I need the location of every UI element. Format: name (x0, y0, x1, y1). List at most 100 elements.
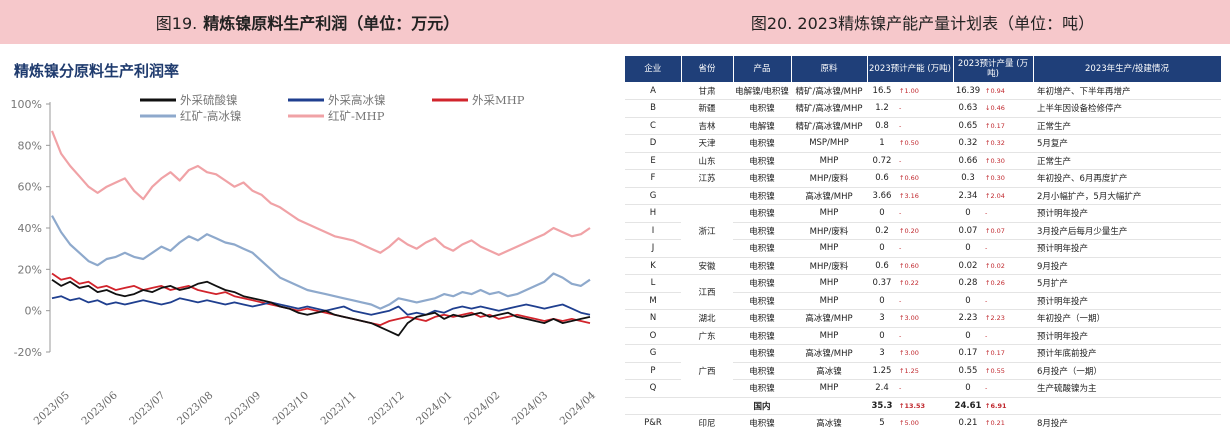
product-cell: 电积镍 (733, 222, 791, 240)
output-change-cell: - (983, 239, 1033, 258)
table-header-row: 企业 省份 产品 原料 2023预计产能 (万吨) 2023预计产量 (万吨) … (625, 56, 1222, 82)
province-cell: 吉林 (681, 117, 733, 135)
status-cell (1033, 397, 1221, 415)
capacity-cell: 1.2 (867, 99, 897, 118)
province-cell: 新疆 (681, 99, 733, 118)
material-cell: 高冰镍/MHP (791, 309, 867, 328)
product-cell: 电积镍 (733, 292, 791, 310)
output-change-cell: ↑0.07 (983, 222, 1033, 240)
capacity-cell: 0.6 (867, 257, 897, 275)
capacity-change-cell: ↑1.00 (897, 82, 953, 100)
status-cell: 年初增产、下半年再增产 (1033, 82, 1221, 100)
material-cell: 高冰镍/MHP (791, 344, 867, 363)
capacity-table-panel: 企业 省份 产品 原料 2023预计产能 (万吨) 2023预计产量 (万吨) … (615, 44, 1230, 430)
profit-line-chart: 100%80%60%40%20%0%-20%2023/05 2023/06 2023… (11, 93, 599, 427)
legend-label: 红矿-MHP (328, 109, 385, 123)
series-line (51, 278, 591, 337)
capacity-change-cell: ↑0.60 (897, 169, 953, 188)
x-tick-label: 2023/12 (366, 389, 406, 427)
capacity-cell: 0.8 (867, 117, 897, 135)
company-cell: H (625, 204, 681, 223)
output-cell: 0.3 (953, 169, 983, 188)
province-cell: 安徽 (681, 257, 733, 275)
x-tick-label: 2023/09 (223, 389, 263, 427)
table-row: H 浙江 电积镍 MHP 0-0- 预计明年投产 (625, 204, 1221, 258)
output-cell: 0.07 (953, 222, 983, 240)
output-change-cell: ↑0.17 (983, 117, 1033, 135)
capacity-cell: 0 (867, 204, 897, 223)
company-cell: A (625, 82, 681, 100)
table-body: A 甘肃 电解镍/电积镍 精矿/高冰镍/MHP 16.5 ↑1.00 16.39 ↑0.94 年… (625, 82, 1221, 430)
capacity-change-cell: ↑3.00 (897, 309, 953, 328)
product-cell: 电积镍 (733, 274, 791, 293)
capacity-change-cell: - (897, 379, 953, 398)
status-cell: 预计明年投产 (1033, 239, 1221, 258)
capacity-cell: 0 (867, 327, 897, 345)
capacity-change-cell: ↑13.53 (897, 397, 953, 415)
y-tick-label: 40% (18, 222, 42, 235)
table-row: B 新疆 电积镍 精矿/高冰镍/MHP 1.2-0.63 ↓0.46 上半年因设备检修停产 (625, 99, 1221, 118)
output-cell: 24.61 (953, 397, 983, 415)
product-cell: 电积镍 (733, 187, 791, 205)
output-cell: 16.39 (953, 82, 983, 100)
province-cell: 广东 (681, 327, 733, 345)
x-tick-label: 2024/01 (414, 389, 454, 427)
company-cell: G (625, 344, 681, 363)
province-cell: 天津 (681, 134, 733, 153)
output-cell: 0.17 (953, 344, 983, 363)
material-cell: MHP (791, 379, 867, 398)
company-cell: G (625, 187, 681, 205)
x-tick-label: 2024/04 (558, 389, 599, 427)
x-tick-label: 2023/10 (271, 389, 311, 427)
table-row: M 电积镍 MHP 0-0- 预计明年投产 (625, 292, 1221, 310)
output-change-cell: - (983, 292, 1033, 310)
company-cell: N (625, 309, 681, 328)
y-tick-label: 80% (18, 139, 42, 152)
product-cell: 电积镍 (733, 239, 791, 258)
capacity-cell: 0.37 (867, 274, 897, 293)
y-tick-label: -20% (14, 346, 42, 359)
figure-20-header: 图20. 2023精炼镍产能产量计划表（单位：吨） (615, 0, 1230, 44)
product-cell: 电解镍/电积镍 (733, 82, 791, 100)
x-tick-label: 2023/06 (79, 389, 120, 427)
company-cell: L (625, 274, 681, 293)
material-cell: 高冰镍 (791, 414, 867, 430)
material-cell (791, 397, 867, 415)
output-cell: 0.02 (953, 257, 983, 275)
capacity-change-cell: ↑0.60 (897, 257, 953, 275)
capacity-cell: 3 (867, 344, 897, 363)
output-change-cell: - (983, 379, 1033, 398)
status-cell: 预计明年投产 (1033, 292, 1221, 310)
table-row: F 江苏 电积镍 MHP/废料 0.6 ↑0.60 0.3 ↑0.30 年初投产、6月再度扩产 (625, 169, 1221, 188)
output-cell: 0.63 (953, 99, 983, 118)
material-cell: MHP/废料 (791, 169, 867, 188)
output-change-cell: - (983, 204, 1033, 223)
y-tick-label: 20% (18, 263, 42, 276)
output-cell: 0 (953, 292, 983, 310)
y-tick-label: 100% (11, 98, 42, 111)
y-tick-label: 0% (25, 305, 42, 318)
status-cell: 预计年底前投产 (1033, 344, 1221, 363)
material-cell: MHP/废料 (791, 257, 867, 275)
material-cell: 精矿/高冰镍/MHP (791, 117, 867, 135)
capacity-cell: 0.6 (867, 169, 897, 188)
table-row: L 江西 电积镍 MHP 0.37 ↑0.22 0.28 ↑0.26 5月扩产 (625, 274, 1221, 310)
output-cell: 0 (953, 327, 983, 345)
table-row: 国内 35.3 ↑13.53 24.61 ↑6.91 (625, 397, 1221, 415)
province-cell: 甘肃 (681, 82, 733, 100)
status-cell: 5月扩产 (1033, 274, 1221, 293)
company-cell: B (625, 99, 681, 118)
table-row: P 电积镍 高冰镍 1.25 ↑1.25 0.55 ↑0.55 6月投产（一期） (625, 362, 1221, 380)
output-change-cell: ↑0.30 (983, 169, 1033, 188)
output-change-cell: ↑0.17 (983, 344, 1033, 363)
table-row: C 吉林 电解镍 精矿/高冰镍/MHP 0.8-0.65 ↑0.17 正常生产 (625, 117, 1221, 135)
product-cell: 电积镍 (733, 309, 791, 328)
material-cell: MHP (791, 239, 867, 258)
capacity-change-cell: ↑1.25 (897, 362, 953, 380)
company-cell (625, 397, 681, 415)
product-cell: 电积镍 (733, 152, 791, 170)
material-cell: 高冰镍 (791, 362, 867, 380)
col-header-province: 省份 (681, 56, 734, 82)
x-tick-label: 2024/03 (510, 389, 550, 427)
capacity-change-cell: - (897, 99, 953, 118)
